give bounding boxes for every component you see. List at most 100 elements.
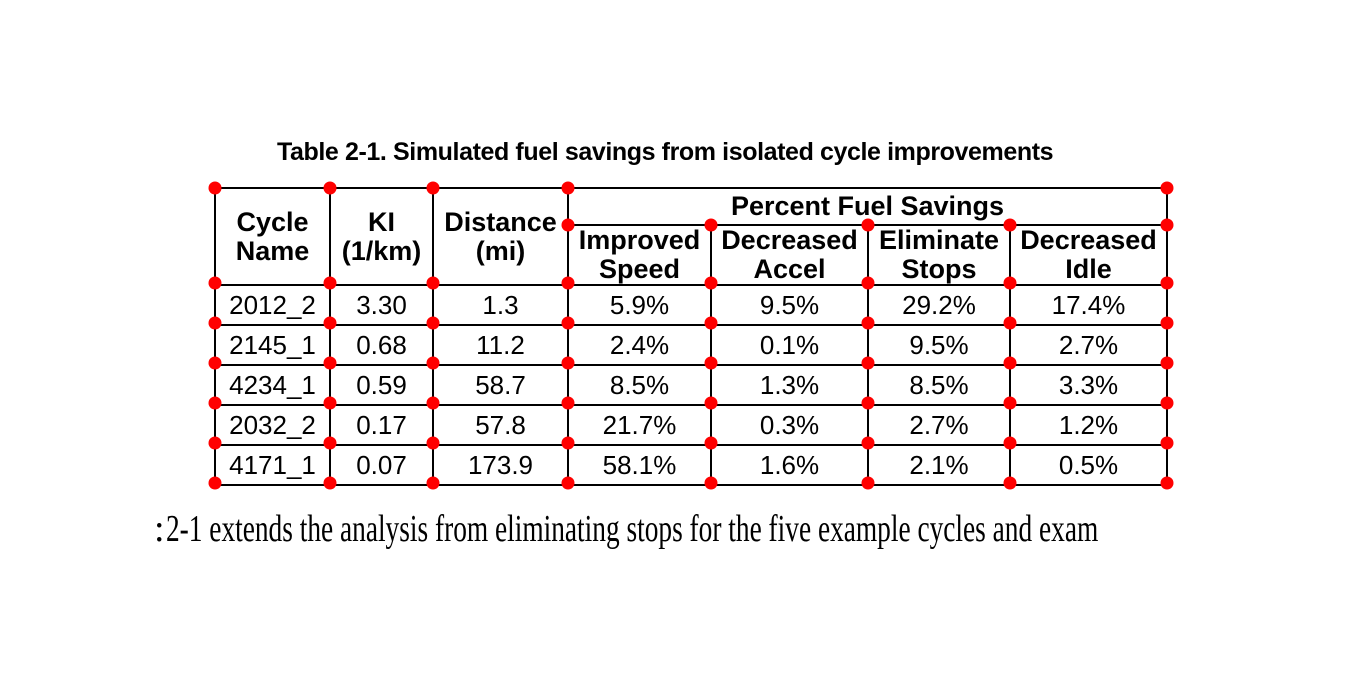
cell-eliminate-stops: 9.5% [867,324,1011,366]
grid-marker-dot [208,476,222,490]
grid-marker-dot [561,181,575,195]
grid-marker-dot [1160,276,1174,290]
grid-marker-dot [1003,436,1017,450]
grid-marker-dot [1003,476,1017,490]
grid-marker-dot [861,476,875,490]
grid-marker-dot [1160,218,1174,232]
grid-marker-dot [561,276,575,290]
cell-improved-speed: 21.7% [567,404,712,446]
cell-eliminate-stops: 8.5% [867,364,1011,406]
grid-marker-dot [561,218,575,232]
col-header-decreased-idle: Decreased Idle [1009,224,1168,286]
cell-cycle-name: 2012_2 [214,284,331,326]
col-header-improved-speed: Improved Speed [567,224,712,286]
cell-ki: 3.30 [329,284,434,326]
cell-distance: 57.8 [432,404,569,446]
grid-marker-dot [561,476,575,490]
cell-ki: 0.17 [329,404,434,446]
table-row: 2145_1 0.68 11.2 2.4% 0.1% 9.5% 2.7% [214,324,1168,366]
grid-marker-dot [704,436,718,450]
grid-marker-dot [704,356,718,370]
grid-marker-dot [323,316,337,330]
grid-marker-dot [1003,276,1017,290]
grid-marker-dot [704,316,718,330]
grid-marker-dot [704,396,718,410]
cell-decreased-accel: 1.3% [710,364,869,406]
grid-marker-dot [1003,316,1017,330]
grid-marker-dot [323,181,337,195]
col-header-decreased-accel: Decreased Accel [710,224,869,286]
grid-marker-dot [561,396,575,410]
grid-marker-dot [208,436,222,450]
cell-improved-speed: 2.4% [567,324,712,366]
cell-decreased-accel: 0.3% [710,404,869,446]
grid-marker-dot [1160,356,1174,370]
cell-decreased-accel: 0.1% [710,324,869,366]
grid-marker-dot [704,276,718,290]
grid-marker-dot [426,476,440,490]
cell-improved-speed: 8.5% [567,364,712,406]
grid-marker-dot [426,436,440,450]
grid-marker-dot [323,276,337,290]
grid-marker-dot [861,396,875,410]
cell-distance: 173.9 [432,444,569,486]
cell-decreased-idle: 3.3% [1009,364,1168,406]
body-text-line: 2-1 extends the analysis from eliminatin… [166,508,1099,550]
grid-marker-dot [704,476,718,490]
grid-marker-dot [426,356,440,370]
cell-eliminate-stops: 29.2% [867,284,1011,326]
cell-ki: 0.07 [329,444,434,486]
cell-cycle-name: 4171_1 [214,444,331,486]
col-header-cycle-name: Cycle Name [214,187,331,286]
grid-marker-dot [1003,218,1017,232]
cell-improved-speed: 5.9% [567,284,712,326]
grid-marker-dot [208,396,222,410]
grid-marker-dot [861,316,875,330]
cell-eliminate-stops: 2.7% [867,404,1011,446]
grid-marker-dot [323,356,337,370]
col-header-eliminate-stops: Eliminate Stops [867,224,1011,286]
col-header-ki: KI (1/km) [329,187,434,286]
grid-marker-dot [426,276,440,290]
grid-marker-dot [1003,396,1017,410]
cell-distance: 1.3 [432,284,569,326]
grid-marker-dot [1160,396,1174,410]
cell-decreased-idle: 0.5% [1009,444,1168,486]
table-row: 2012_2 3.30 1.3 5.9% 9.5% 29.2% 17.4% [214,284,1168,326]
cell-ki: 0.68 [329,324,434,366]
grid-marker-dot [561,356,575,370]
grid-marker-dot [704,218,718,232]
cell-cycle-name: 2032_2 [214,404,331,446]
grid-marker-dot [323,476,337,490]
table-caption: Table 2-1. Simulated fuel savings from i… [277,138,1054,166]
grid-marker-dot [426,396,440,410]
grid-marker-dot [208,316,222,330]
grid-marker-dot [323,436,337,450]
cell-decreased-accel: 9.5% [710,284,869,326]
cell-improved-speed: 58.1% [567,444,712,486]
grid-marker-dot [208,276,222,290]
cell-cycle-name: 2145_1 [214,324,331,366]
fuel-savings-table: Cycle Name KI (1/km) Distance (mi) Perce… [214,187,1168,486]
table-row: 4171_1 0.07 173.9 58.1% 1.6% 2.1% 0.5% [214,444,1168,486]
grid-marker-dot [861,356,875,370]
grid-marker-dot [323,396,337,410]
grid-marker-dot [861,218,875,232]
grid-marker-dot [861,436,875,450]
cell-distance: 11.2 [432,324,569,366]
cell-decreased-idle: 2.7% [1009,324,1168,366]
cell-decreased-idle: 17.4% [1009,284,1168,326]
grid-marker-dot [1003,356,1017,370]
grid-marker-dot [1160,476,1174,490]
col-header-distance: Distance (mi) [432,187,569,286]
cell-eliminate-stops: 2.1% [867,444,1011,486]
clipped-character-fragment: : [154,508,165,550]
grid-marker-dot [1160,436,1174,450]
cell-cycle-name: 4234_1 [214,364,331,406]
grid-marker-dot [561,316,575,330]
grid-marker-dot [1160,181,1174,195]
cell-decreased-accel: 1.6% [710,444,869,486]
grid-marker-dot [861,276,875,290]
grid-marker-dot [208,181,222,195]
cell-distance: 58.7 [432,364,569,406]
